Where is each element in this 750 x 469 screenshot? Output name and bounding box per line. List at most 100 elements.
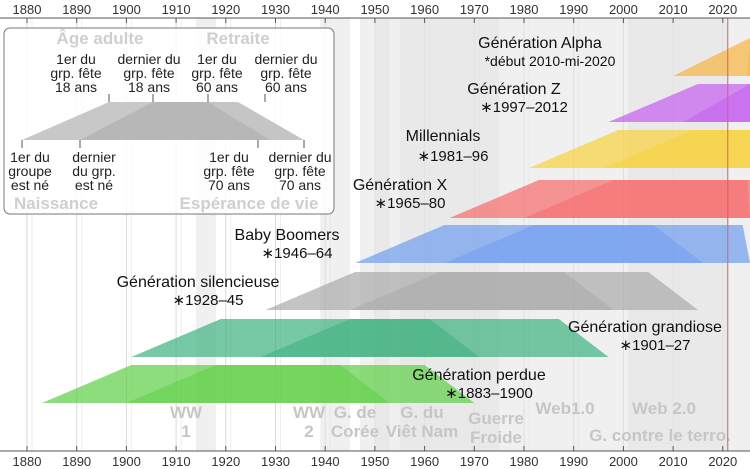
legend-label-line: grp. fête bbox=[191, 65, 243, 81]
generation-years: ∗1883–1900 bbox=[445, 385, 533, 402]
tick-label-top: 1930 bbox=[261, 2, 290, 17]
legend-label-line: dernier du bbox=[254, 51, 317, 67]
event-label: 2 bbox=[304, 422, 313, 441]
generation-name: Génération silencieuse bbox=[117, 274, 280, 291]
top-axis-bg bbox=[0, 0, 750, 18]
legend-adult-title: Âge adulte bbox=[57, 29, 144, 48]
generation-band-core bbox=[603, 130, 750, 168]
tick-label-bottom: 2010 bbox=[659, 454, 688, 469]
generation-years: ∗1928–45 bbox=[173, 292, 244, 309]
tick-label-bottom: 1930 bbox=[261, 454, 290, 469]
legend-label-line: 70 ans bbox=[279, 177, 321, 193]
tick-label-top: 2020 bbox=[708, 2, 737, 17]
legend-label-line: dernier du bbox=[117, 51, 180, 67]
tick-label-bottom: 1970 bbox=[460, 454, 489, 469]
legend-label-line: est né bbox=[75, 177, 113, 193]
tick-label-bottom: 1990 bbox=[559, 454, 588, 469]
tick-label-top: 2010 bbox=[659, 2, 688, 17]
tick-label-top: 1910 bbox=[162, 2, 191, 17]
event-label: Web 2.0 bbox=[632, 399, 696, 418]
legend-top-label-3: 1er du grp. fête 60 ans bbox=[191, 51, 243, 95]
tick-label-top: 1990 bbox=[559, 2, 588, 17]
legend-label-line: 1er du bbox=[197, 51, 237, 67]
generation-years: ∗1901–27 bbox=[620, 337, 691, 354]
legend-top-label-1: 1er du grp. fête 18 ans bbox=[50, 51, 102, 95]
generation-band-core bbox=[747, 38, 750, 76]
legend-retire-title: Retraite bbox=[206, 29, 269, 48]
tick-label-top: 1920 bbox=[211, 2, 240, 17]
generation-name: Génération Alpha bbox=[478, 35, 602, 52]
legend-life-title: Espérance de vie bbox=[180, 194, 319, 213]
event-label: G. contre le terro. bbox=[589, 426, 731, 445]
event-label: 1 bbox=[181, 422, 190, 441]
legend-top-label-4: dernier du grp. fête 60 ans bbox=[254, 51, 317, 95]
legend-label-line: 1er du bbox=[209, 149, 249, 165]
tick-label-bottom: 2020 bbox=[708, 454, 737, 469]
tick-label-top: 1940 bbox=[311, 2, 340, 17]
generation-years: ∗1946–64 bbox=[262, 245, 333, 262]
tick-label-top: 1980 bbox=[510, 2, 539, 17]
legend-label-line: 60 ans bbox=[196, 79, 238, 95]
event-label: Froide bbox=[470, 428, 522, 447]
tick-label-bottom: 1920 bbox=[211, 454, 240, 469]
legend-label-line: grp. fête bbox=[50, 65, 102, 81]
tick-label-top: 1950 bbox=[360, 2, 389, 17]
tick-label-bottom: 1960 bbox=[410, 454, 439, 469]
event-label: Guerre bbox=[468, 409, 524, 428]
tick-label-bottom: 1940 bbox=[311, 454, 340, 469]
event-label: Viêt Nam bbox=[386, 422, 458, 441]
generation-name: Millennials bbox=[406, 128, 481, 145]
legend-label-line: 18 ans bbox=[55, 79, 97, 95]
tick-label-bottom: 1980 bbox=[510, 454, 539, 469]
legend-bottom-label-4: dernier du grp. fête 70 ans bbox=[268, 149, 331, 193]
tick-label-bottom: 1880 bbox=[13, 454, 42, 469]
legend-label-line: 1er du bbox=[10, 149, 50, 165]
legend-box: Âge adulte Retraite Naissance Espérance … bbox=[3, 27, 335, 215]
legend-label-line: dernier bbox=[72, 149, 116, 165]
generation-band-core bbox=[524, 180, 750, 218]
tick-label-bottom: 1950 bbox=[360, 454, 389, 469]
generation-years: ∗1965–80 bbox=[375, 195, 446, 212]
legend-label-line: 70 ans bbox=[208, 177, 250, 193]
legend-label-line: grp. fête bbox=[274, 163, 326, 179]
bottom-axis-bg bbox=[0, 451, 750, 469]
event-label: G. du bbox=[400, 403, 443, 422]
generation-band-core bbox=[350, 272, 614, 310]
legend-bottom-label-3: 1er du grp. fête 70 ans bbox=[203, 149, 255, 193]
generation-name: Baby Boomers bbox=[235, 227, 340, 244]
tick-label-top: 1890 bbox=[62, 2, 91, 17]
legend-label-line: grp. fête bbox=[123, 65, 175, 81]
tick-label-bottom: 1890 bbox=[62, 454, 91, 469]
generation-band-core bbox=[683, 84, 750, 122]
generation-band-core bbox=[260, 319, 480, 357]
legend-label-line: dernier du bbox=[268, 149, 331, 165]
event-label: Web1.0 bbox=[535, 399, 594, 418]
tick-label-top: 2000 bbox=[609, 2, 638, 17]
legend-bottom-label-2: dernier du grp. est né bbox=[72, 149, 116, 193]
legend-birth-title: Naissance bbox=[14, 194, 98, 213]
generation-years: ∗1981–96 bbox=[418, 148, 489, 165]
legend-label-line: 18 ans bbox=[128, 79, 170, 95]
generation-band-core bbox=[126, 365, 390, 403]
legend-label-line: grp. fête bbox=[260, 65, 312, 81]
generation-name: Génération perdue bbox=[412, 367, 546, 384]
legend-label-line: est né bbox=[11, 177, 49, 193]
legend-label-line: groupe bbox=[8, 163, 52, 179]
tick-label-top: 1880 bbox=[13, 2, 42, 17]
tick-label-bottom: 2000 bbox=[609, 454, 638, 469]
tick-label-bottom: 1910 bbox=[162, 454, 191, 469]
event-label: WW bbox=[170, 403, 203, 422]
generation-band bbox=[673, 38, 750, 76]
tick-label-bottom: 1900 bbox=[112, 454, 141, 469]
generation-name: Génération Z bbox=[467, 81, 561, 98]
legend-bottom-label-1: 1er du groupe est né bbox=[8, 149, 52, 193]
event-label: Corée bbox=[331, 422, 379, 441]
tick-label-top: 1960 bbox=[410, 2, 439, 17]
generation-labels-layer: Génération Alpha*début 2010-mi-2020 Génér… bbox=[117, 35, 722, 402]
legend-label-line: 1er du bbox=[56, 51, 96, 67]
generation-band-core bbox=[444, 225, 703, 263]
tick-label-top: 1900 bbox=[112, 2, 141, 17]
